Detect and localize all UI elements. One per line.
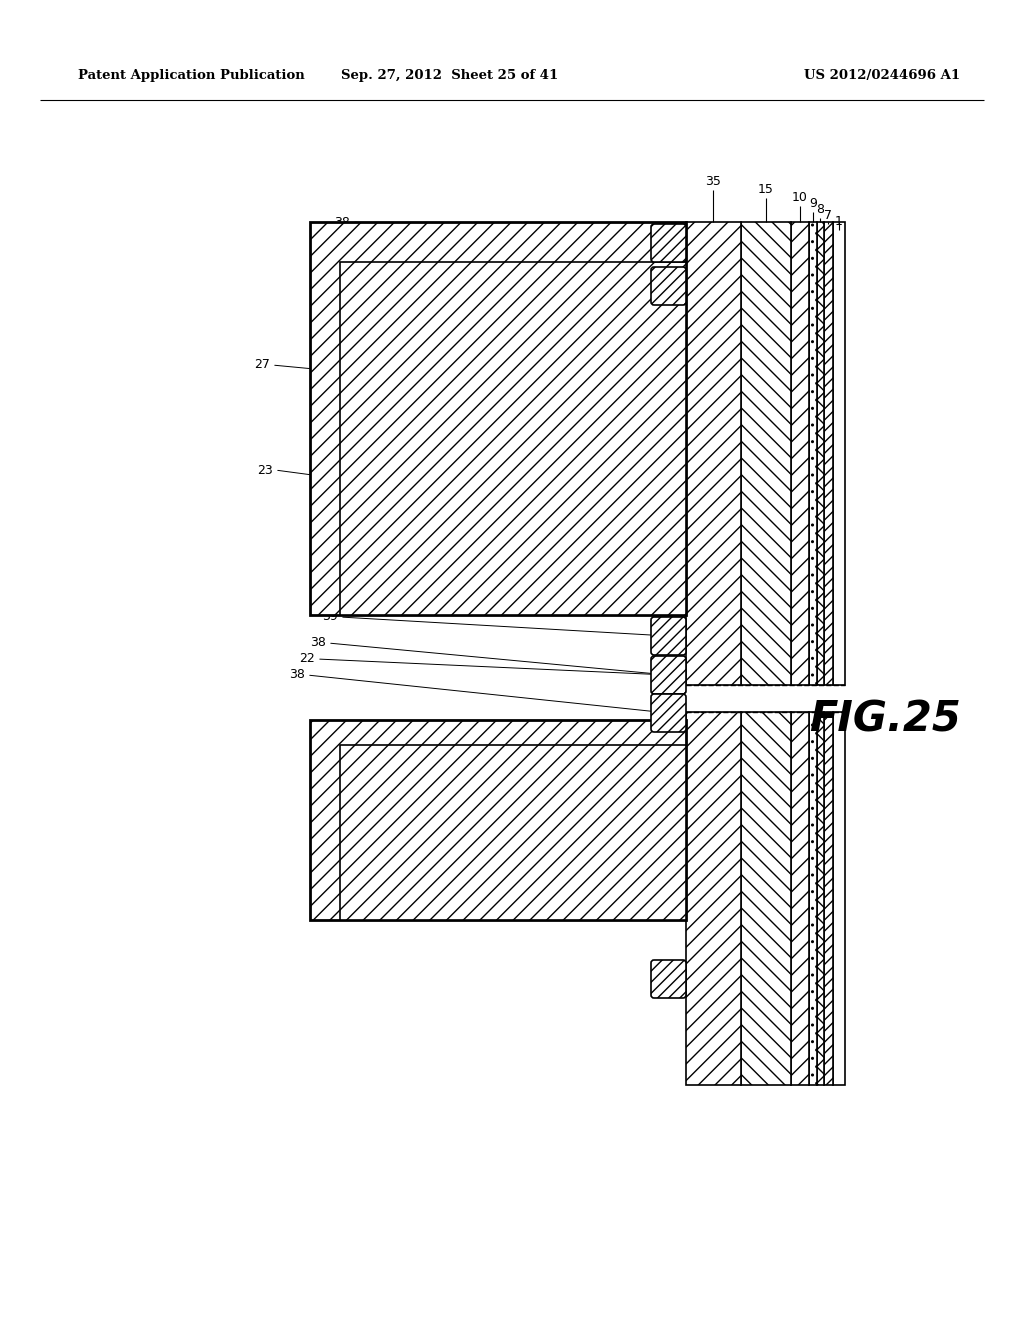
Text: 38: 38 [289, 668, 305, 681]
Bar [310, 222, 686, 615]
Text: 23: 23 [257, 463, 273, 477]
Text: 35: 35 [706, 176, 721, 187]
Text: 7: 7 [824, 209, 831, 222]
Text: 39: 39 [325, 289, 340, 302]
Text: 27: 27 [254, 359, 270, 371]
Text: 9: 9 [809, 197, 817, 210]
FancyBboxPatch shape [651, 694, 686, 733]
FancyBboxPatch shape [651, 960, 686, 998]
Text: FIG.25: FIG.25 [809, 700, 961, 741]
Text: 22: 22 [299, 652, 315, 665]
Bar [310, 719, 686, 920]
Text: 10: 10 [792, 191, 808, 205]
Bar [741, 222, 791, 685]
Bar [833, 222, 845, 685]
Bar [809, 711, 817, 1085]
Text: 38: 38 [316, 249, 332, 263]
Bar [833, 711, 845, 1085]
Bar [791, 222, 809, 685]
Bar [824, 711, 833, 1085]
Text: 1: 1 [835, 215, 843, 228]
FancyBboxPatch shape [651, 616, 686, 655]
Text: Patent Application Publication: Patent Application Publication [78, 69, 305, 82]
FancyBboxPatch shape [651, 267, 686, 305]
Text: US 2012/0244696 A1: US 2012/0244696 A1 [804, 69, 961, 82]
Text: 8: 8 [816, 203, 824, 216]
Text: 22: 22 [326, 234, 341, 247]
Text: 38: 38 [334, 215, 350, 228]
FancyBboxPatch shape [651, 224, 686, 261]
Bar [741, 711, 791, 1085]
Text: Sep. 27, 2012  Sheet 25 of 41: Sep. 27, 2012 Sheet 25 of 41 [341, 69, 559, 82]
FancyBboxPatch shape [651, 656, 686, 694]
Text: 39: 39 [323, 610, 338, 623]
Bar [809, 222, 817, 685]
Bar [340, 261, 686, 615]
Bar [686, 222, 741, 685]
Bar [817, 711, 824, 1085]
Bar [791, 711, 809, 1085]
Bar [686, 711, 741, 1085]
Bar [824, 222, 833, 685]
Text: 15: 15 [758, 183, 774, 195]
Text: 38: 38 [310, 636, 326, 649]
Bar [817, 222, 824, 685]
Bar [340, 744, 686, 920]
